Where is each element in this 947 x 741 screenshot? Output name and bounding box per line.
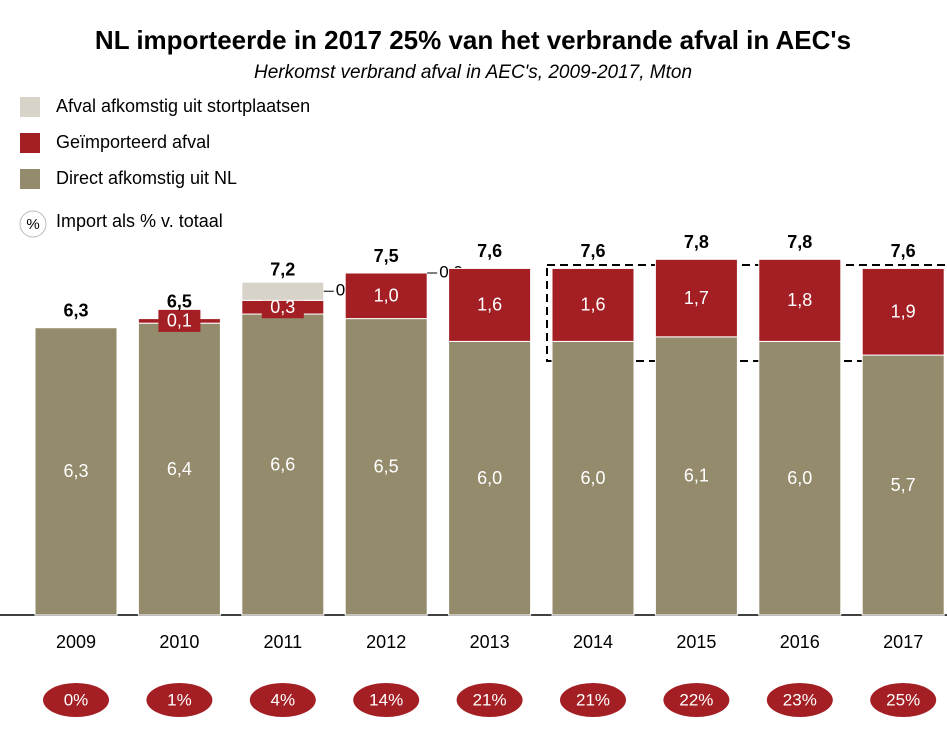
x-tick-label: 2011 [263, 632, 302, 652]
share-badge [249, 683, 316, 717]
share-badge [456, 683, 523, 717]
share-label: 1% [167, 690, 192, 709]
total-label: 6,5 [167, 291, 192, 311]
share-badge [766, 683, 833, 717]
chart-subtitle: Herkomst verbrand afval in AEC's, 2009-2… [254, 62, 692, 83]
data-label: 6,5 [374, 457, 399, 477]
legend-share-icon [19, 210, 47, 238]
share-badge [146, 683, 213, 717]
share-label: 23% [783, 690, 817, 709]
x-tick-label: 2017 [883, 632, 923, 652]
legend-share-symbol: % [26, 216, 39, 233]
total-label: 7,6 [477, 241, 502, 261]
data-label: 1,7 [684, 288, 709, 308]
share-badge [870, 683, 937, 717]
bar-segment [861, 354, 945, 616]
bar-segment [448, 340, 532, 616]
x-tick-label: 2012 [366, 632, 406, 652]
data-label: 1,6 [580, 295, 605, 315]
share-badge [560, 683, 626, 717]
total-label: 7,6 [580, 241, 605, 261]
share-label: 21% [473, 690, 507, 709]
legend-swatch [20, 169, 40, 189]
label-box [158, 309, 201, 332]
bar-segment [551, 267, 635, 342]
data-label: 6,6 [270, 454, 295, 474]
legend-label: Import als % v. totaal [56, 211, 223, 231]
x-tick-label: 2009 [56, 632, 96, 652]
data-label: 5,7 [891, 475, 916, 495]
bar-segment [241, 281, 325, 301]
share-label: 22% [679, 690, 713, 709]
bar-segment [448, 267, 532, 342]
bar-segment [861, 267, 945, 356]
data-label: 0,1 [167, 311, 192, 331]
share-badge [43, 683, 109, 717]
legend-label: Direct afkomstig uit NL [56, 168, 237, 188]
x-tick-label: 2015 [676, 632, 716, 652]
legend-swatch [20, 133, 40, 153]
label-box [261, 296, 304, 319]
legend-label: Afval afkomstig uit stortplaatsen [56, 96, 310, 116]
total-label: 6,3 [63, 300, 88, 320]
share-label: 0% [64, 690, 89, 709]
x-tick-label: 2013 [470, 632, 510, 652]
data-label: 1,9 [891, 302, 916, 322]
share-label: 14% [369, 690, 403, 709]
data-label: 6,4 [167, 459, 192, 479]
data-label: 6,1 [684, 466, 709, 486]
bar-segment [241, 313, 325, 616]
legend-swatch [20, 97, 40, 117]
bar-segment [758, 340, 842, 616]
bar-segment [137, 322, 221, 616]
total-label: 7,8 [787, 232, 812, 252]
bar-segment [344, 272, 428, 320]
data-label: 6,0 [787, 468, 812, 488]
bar-segment [654, 336, 738, 616]
data-label: 6,0 [580, 468, 605, 488]
data-label: 1,0 [374, 286, 399, 306]
total-label: 7,8 [684, 232, 709, 252]
x-tick-label: 2016 [780, 632, 820, 652]
highlight-box [546, 264, 947, 362]
x-tick-label: 2014 [573, 632, 613, 652]
data-label: 1,8 [787, 290, 812, 310]
data-label: 1,6 [477, 295, 502, 315]
data-label: 6,3 [63, 461, 88, 481]
bar-segment [34, 327, 118, 616]
share-label: 25% [886, 690, 920, 709]
data-label: 6,0 [477, 468, 502, 488]
total-label: 7,6 [891, 241, 916, 261]
share-label: 4% [271, 690, 296, 709]
bar-segment [654, 258, 738, 338]
share-badge [353, 683, 420, 717]
chart-title: NL importeerde in 2017 25% van het verbr… [95, 25, 851, 55]
bar-segment [758, 258, 842, 342]
share-badge [663, 683, 730, 717]
share-label: 21% [576, 690, 610, 709]
total-label: 7,2 [270, 259, 295, 279]
total-label: 7,5 [374, 246, 399, 266]
legend-label: Geïmporteerd afval [56, 132, 210, 152]
x-tick-label: 2010 [159, 632, 199, 652]
bar-segment [551, 340, 635, 616]
bar-segment [344, 318, 428, 616]
data-label: 0,3 [270, 297, 295, 317]
